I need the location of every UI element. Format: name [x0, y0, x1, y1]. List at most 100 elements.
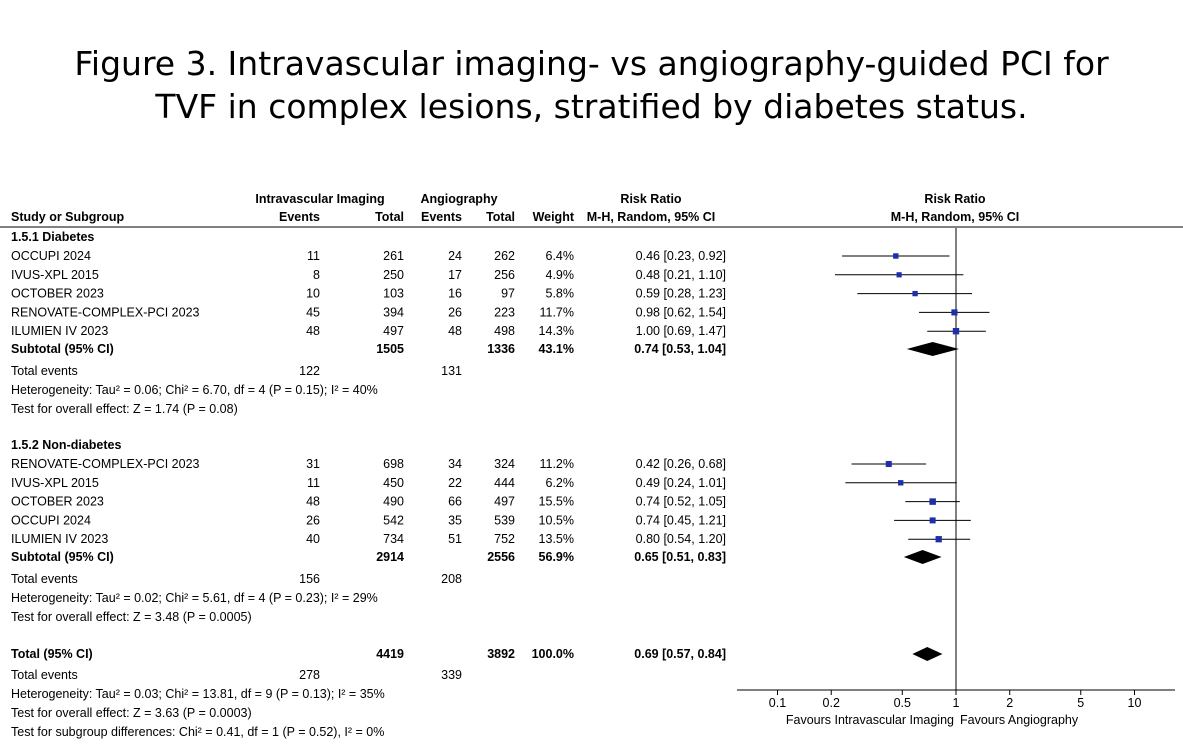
study-name: RENOVATE-COMPLEX-PCI 2023 [11, 305, 200, 319]
study-events-2: 51 [448, 532, 462, 546]
subtotal-risk-ratio: 0.65 [0.51, 0.83] [634, 550, 726, 564]
point-estimate [893, 253, 899, 259]
header-risk-ratio: Risk Ratio [620, 192, 681, 206]
favours-left-label: Favours Intravascular Imaging [786, 713, 954, 727]
study-events-2: 34 [448, 457, 462, 471]
total-risk-ratio: 0.69 [0.57, 0.84] [634, 647, 726, 661]
subgroup-title: 1.5.1 Diabetes [11, 230, 94, 244]
study-total-2: 752 [494, 532, 515, 546]
overall-effect-text: Test for overall effect: Z = 1.74 (P = 0… [11, 402, 238, 416]
subtotal-total-2: 1336 [487, 342, 515, 356]
figure-title-line2: TVF in complex lesions, stratified by di… [155, 87, 1028, 126]
study-events-1: 40 [306, 532, 320, 546]
study-risk-ratio: 0.46 [0.23, 0.92] [636, 249, 726, 263]
study-total-1: 497 [383, 324, 404, 338]
grand-overall-effect-text: Test for overall effect: Z = 3.63 (P = 0… [11, 706, 252, 720]
x-tick-label: 0.5 [894, 696, 911, 710]
figure-label: Figure 3. [74, 44, 218, 83]
study-total-2: 498 [494, 324, 515, 338]
total-events-label: Total events [11, 364, 78, 378]
study-events-2: 35 [448, 513, 462, 527]
study-total-2: 256 [494, 268, 515, 282]
study-total-1: 394 [383, 305, 404, 319]
study-events-1: 11 [307, 249, 320, 263]
total-total-1: 4419 [376, 647, 404, 661]
study-events-1: 45 [306, 305, 320, 319]
header-plot-method: M-H, Random, 95% CI [891, 210, 1020, 224]
study-total-1: 698 [383, 457, 404, 471]
point-estimate [952, 328, 960, 335]
header-angiography: Angiography [420, 192, 497, 206]
grand-total-events-label: Total events [11, 668, 78, 682]
study-events-2: 24 [448, 249, 462, 263]
study-risk-ratio: 0.48 [0.21, 1.10] [636, 268, 726, 282]
subtotal-weight: 43.1% [539, 342, 574, 356]
study-name: IVUS-XPL 2015 [11, 476, 99, 490]
subgroup-differences-text: Test for subgroup differences: Chi² = 0.… [11, 725, 384, 739]
point-estimate [896, 272, 902, 278]
header-events-1: Events [279, 210, 320, 224]
study-total-2: 497 [494, 495, 515, 509]
study-events-2: 48 [448, 324, 462, 338]
study-weight: 14.3% [539, 324, 574, 338]
point-estimate [935, 536, 942, 543]
study-risk-ratio: 0.80 [0.54, 1.20] [636, 532, 726, 546]
study-total-1: 250 [383, 268, 404, 282]
grand-heterogeneity-text: Heterogeneity: Tau² = 0.03; Chi² = 13.81… [11, 687, 385, 701]
x-tick-label: 1 [953, 696, 960, 710]
total-events-1: 156 [299, 572, 320, 586]
study-events-1: 31 [306, 457, 320, 471]
study-events-1: 48 [306, 495, 320, 509]
overall-effect-text: Test for overall effect: Z = 3.48 (P = 0… [11, 610, 252, 624]
study-name: IVUS-XPL 2015 [11, 268, 99, 282]
subgroup-title: 1.5.2 Non-diabetes [11, 438, 121, 452]
heterogeneity-text: Heterogeneity: Tau² = 0.06; Chi² = 6.70,… [11, 383, 378, 397]
study-total-1: 734 [383, 532, 404, 546]
subtotal-total-1: 1505 [376, 342, 404, 356]
study-total-1: 542 [383, 513, 404, 527]
total-events-2: 131 [441, 364, 462, 378]
header-rr-method: M-H, Random, 95% CI [587, 210, 716, 224]
total-events-1: 122 [299, 364, 320, 378]
point-estimate [951, 309, 958, 316]
x-tick-label: 0.2 [823, 696, 840, 710]
study-risk-ratio: 0.74 [0.52, 1.05] [636, 495, 726, 509]
study-weight: 11.2% [539, 457, 574, 471]
subtotal-label: Subtotal (95% CI) [11, 550, 114, 564]
study-name: OCCUPI 2024 [11, 513, 91, 527]
x-tick-label: 10 [1128, 696, 1142, 710]
study-name: OCCUPI 2024 [11, 249, 91, 263]
study-weight: 13.5% [539, 532, 574, 546]
x-tick-label: 2 [1006, 696, 1013, 710]
header-total-1: Total [375, 210, 404, 224]
study-events-1: 10 [306, 287, 320, 301]
point-estimate [929, 498, 936, 505]
subtotal-total-2: 2556 [487, 550, 515, 564]
study-total-1: 261 [383, 249, 404, 263]
study-total-2: 324 [494, 457, 515, 471]
study-name: RENOVATE-COMPLEX-PCI 2023 [11, 457, 200, 471]
pooled-diamond [903, 550, 942, 564]
favours-right-label: Favours Angiography [960, 713, 1079, 727]
study-name: OCTOBER 2023 [11, 287, 104, 301]
study-events-2: 66 [448, 495, 462, 509]
study-name: ILUMIEN IV 2023 [11, 532, 108, 546]
study-total-2: 262 [494, 249, 515, 263]
heterogeneity-text: Heterogeneity: Tau² = 0.02; Chi² = 5.61,… [11, 591, 378, 605]
study-events-1: 48 [306, 324, 320, 338]
grand-total-events-2: 339 [441, 668, 462, 682]
study-name: OCTOBER 2023 [11, 495, 104, 509]
study-total-1: 103 [383, 287, 404, 301]
total-total-2: 3892 [487, 647, 515, 661]
study-total-2: 444 [494, 476, 515, 490]
study-total-1: 490 [383, 495, 404, 509]
point-estimate [885, 460, 892, 468]
study-weight: 11.7% [539, 305, 574, 319]
subtotal-label: Subtotal (95% CI) [11, 342, 114, 356]
study-total-2: 97 [501, 287, 515, 301]
study-weight: 5.8% [546, 287, 575, 301]
study-total-1: 450 [383, 476, 404, 490]
study-risk-ratio: 0.49 [0.24, 1.01] [636, 476, 726, 490]
study-weight: 15.5% [539, 495, 574, 509]
